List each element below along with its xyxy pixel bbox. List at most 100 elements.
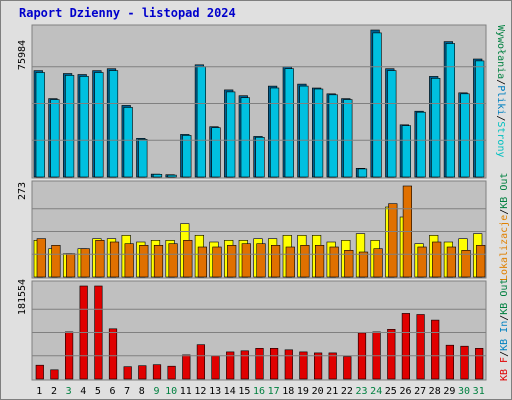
bar-panel1-s1-day22 [344,250,354,278]
x-label-day-31: 31 [473,386,485,397]
bar-panel1-s1-day19 [300,245,310,278]
bar-panel1-s1-day28 [432,241,442,278]
x-label-day-15: 15 [238,386,250,397]
x-label-day-6: 6 [109,386,115,397]
top-ymax-label: 75984 [17,40,28,70]
x-label-day-18: 18 [282,386,294,397]
bar-panel1-s1-day27 [417,246,427,278]
bar-panel0-s1-day14 [226,91,236,178]
bar-panel1-s1-day17 [270,245,281,278]
bar-panel2-s0-day18 [284,349,293,380]
bottom-legend-item-1: / [499,351,510,357]
top-legend-item-3: / [495,115,506,121]
bar-panel2-s0-day27 [416,314,425,380]
x-label-day-20: 20 [312,386,324,397]
top-legend-item-0: Wywołania [495,25,506,79]
bar-panel2-s0-day21 [328,352,337,380]
bar-panel1-s1-day15 [241,243,251,278]
bar-panel0-s1-day13 [211,127,221,178]
bar-panel2-s0-day16 [255,347,264,380]
bar-panel1-s1-day30 [461,250,471,278]
bar-panel1-s1-day20 [314,245,325,278]
x-label-day-17: 17 [268,386,280,397]
bar-panel2-s0-day7 [123,366,132,380]
bar-panel0-s1-day26 [401,125,412,178]
x-label-day-24: 24 [370,386,382,397]
bar-panel1-s1-day18 [285,246,295,278]
bar-panel1-s1-day23 [358,251,369,278]
bar-panel1-s1-day8 [139,245,149,278]
bar-panel2-s0-day31 [475,347,484,380]
bar-panel0-s1-day8 [138,139,148,178]
bar-panel0-s1-day12 [196,66,207,178]
bar-panel1-s1-day6 [109,241,120,278]
bar-panel2-s0-day17 [269,347,279,380]
bar-panel0-s1-day21 [328,94,338,178]
x-label-day-16: 16 [253,386,265,397]
middle-legend-item-2: KB Out [499,173,510,209]
bar-panel1-s1-day21 [329,246,339,278]
x-label-day-28: 28 [429,386,441,397]
bar-panel2-s0-day22 [343,356,352,380]
bar-panel2-s0-day12 [196,344,206,380]
bar-panel2-s0-day11 [182,354,191,380]
bar-panel1-s1-day3 [66,253,76,278]
x-axis-labels: 1 2 3 4 5 6 7 8 9 10 11 12 13 14 15 16 17 18 19 20 21 22 23 24 2… [36,386,484,397]
bar-panel1-s1-day16 [256,243,266,278]
bar-panel0-s1-day31 [475,60,485,178]
bar-panel2-s0-day8 [138,365,147,380]
bar-panel1-s1-day4 [80,248,90,278]
bar-panel0-s1-day22 [343,99,353,178]
bottom-legend-item-4: KB Out [499,279,510,315]
middle-legend: Lokalizacje/KB Out [499,173,510,281]
bottom-legend: KB F/KB In/KB Out [499,279,510,381]
bar-panel2-s0-day13 [211,355,220,380]
x-label-day-21: 21 [326,386,338,397]
bar-panel1-s1-day24 [373,248,383,278]
x-label-day-12: 12 [194,386,206,397]
x-label-day-23: 23 [355,386,367,397]
bar-panel2-s0-day14 [226,351,235,380]
bar-panel0-s1-day1 [35,72,45,178]
bottom-legend-item-3: / [499,315,510,321]
middle-legend-item-1: / [499,209,510,215]
bar-panel1-s1-day2 [51,245,61,278]
bar-panel0-s1-day5 [94,72,104,178]
chart-title: Raport Dzienny - listopad 2024 [19,6,236,20]
bar-panel2-s0-day15 [240,350,249,380]
bar-panel0-s1-day28 [431,78,441,178]
bar-panel2-s0-day25 [387,328,396,380]
x-label-day-30: 30 [458,386,470,397]
top-gridlines [32,66,486,141]
x-label-day-26: 26 [399,386,411,397]
bar-panel0-s1-day4 [79,76,89,178]
bar-panel1-s1-day31 [476,245,486,278]
bar-panel1-s1-day14 [227,245,237,278]
x-label-day-8: 8 [139,386,145,397]
bar-panel2-s0-day10 [167,365,176,380]
middle-ymax-label: 273 [17,182,28,200]
bar-panel1-s1-day5 [95,240,105,278]
bar-panel0-s1-day15 [240,97,250,178]
x-label-day-7: 7 [124,386,130,397]
bar-panel0-s1-day25 [387,70,397,178]
bar-panel0-s1-day18 [284,68,294,178]
bar-panel0-s1-day2 [50,99,60,178]
x-label-day-13: 13 [209,386,221,397]
x-label-day-4: 4 [80,386,86,397]
top-legend-item-4: Strony [495,121,506,157]
x-label-day-9: 9 [153,386,159,397]
bar-panel0-s1-day17 [269,87,280,178]
bottom-ymax-label: 181554 [17,279,28,315]
x-label-day-3: 3 [66,386,72,397]
bar-panel2-s0-day29 [445,344,455,380]
bar-panel0-s1-day6 [108,70,119,178]
bar-panel0-s1-day20 [313,88,324,178]
bar-panel1-s1-day1 [36,238,46,278]
x-label-day-1: 1 [36,386,42,397]
bar-panel0-s1-day29 [445,43,456,178]
bar-panel0-s1-day27 [416,111,426,178]
x-label-day-25: 25 [385,386,397,397]
